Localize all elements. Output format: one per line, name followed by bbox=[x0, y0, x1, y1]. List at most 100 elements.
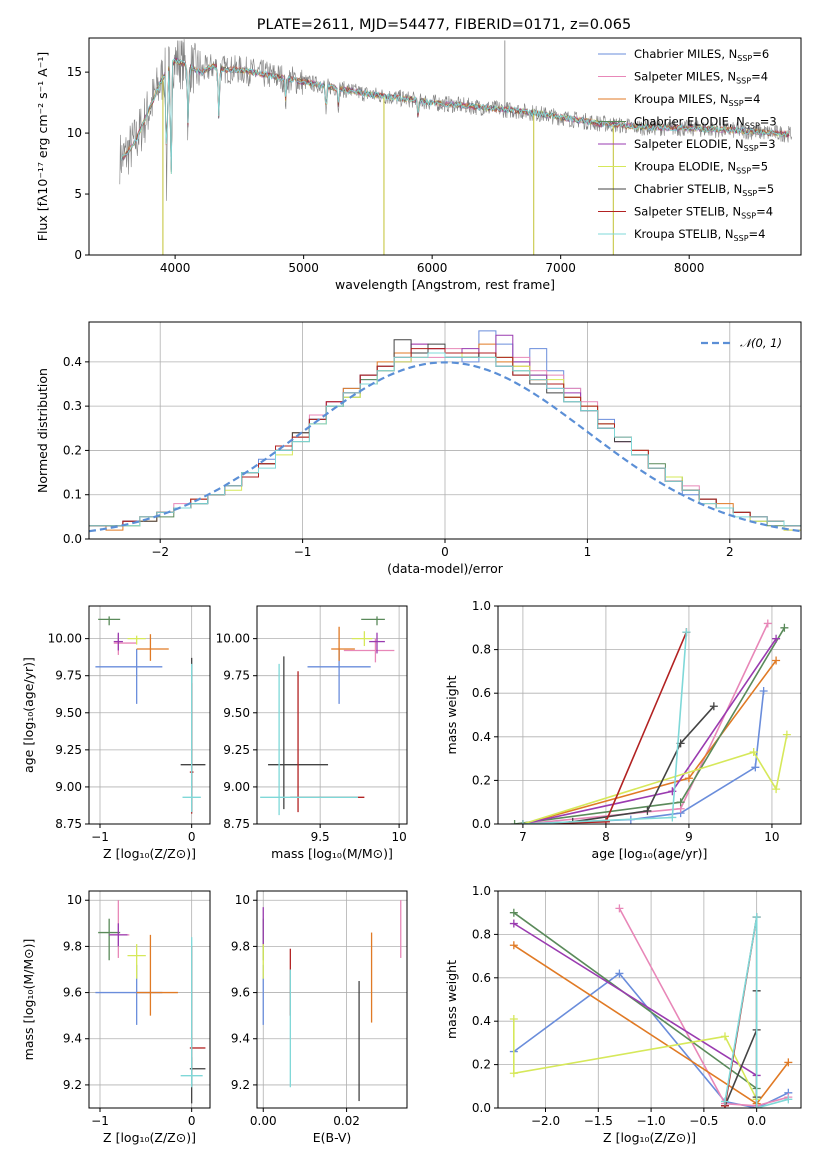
marker-chabrier-miles bbox=[759, 687, 768, 696]
line-kroupa-stelib bbox=[522, 632, 688, 824]
y-tick-label: 1.0 bbox=[472, 599, 491, 613]
y-tick-label: 10 bbox=[67, 126, 82, 140]
x-axis-label: age [log₁₀(age/yr)] bbox=[592, 846, 708, 861]
legend-label: Kroupa ELODIE, NSSP=5 bbox=[634, 160, 768, 176]
residuals-panel: −2 −1 0 1 2 0.0 0.1 0.2 0.3 0.4 (data-model)/error… bbox=[35, 321, 802, 576]
marker-chabrier-stelib bbox=[709, 702, 718, 711]
x-tick-label: 7 bbox=[519, 830, 527, 844]
legend-label: Chabrier STELIB, NSSP=5 bbox=[634, 182, 774, 198]
x-tick-label: −1 bbox=[91, 1114, 109, 1128]
axes-frame bbox=[88, 605, 211, 825]
plot-area bbox=[119, 39, 792, 255]
legend-label-subscript: SSP bbox=[737, 54, 752, 63]
y-tick-label: 9.50 bbox=[55, 706, 82, 720]
legend-label-text: Kroupa STELIB, N bbox=[634, 227, 734, 241]
marker-kroupa-stelib bbox=[682, 628, 691, 637]
y-tick-label: 8.75 bbox=[55, 817, 82, 831]
plot-area bbox=[262, 900, 402, 1102]
y-tick-label: 10.00 bbox=[216, 632, 250, 646]
marker-kroupa-miles bbox=[684, 774, 693, 783]
mass-vs-Z-panel: −1 0 9.2 9.4 9.6 9.8 10 Z [log₁₀(Z/Z⊙)] mass [lo… bbox=[21, 890, 211, 1145]
line-chabrier-elodie bbox=[513, 912, 758, 1108]
legend-label-suffix: =4 bbox=[751, 70, 768, 84]
line-kroupa-elodie bbox=[522, 734, 788, 824]
y-tick-label: 9.2 bbox=[63, 1078, 82, 1092]
y-tick-label: 9.4 bbox=[231, 1032, 250, 1046]
legend-label: Salpeter STELIB, NSSP=4 bbox=[634, 205, 773, 221]
x-tick-label: 6000 bbox=[417, 261, 448, 275]
x-tick-label: 0 bbox=[441, 545, 449, 559]
y-tick-label: 10 bbox=[67, 893, 82, 907]
x-tick-label: 9.5 bbox=[311, 830, 330, 844]
line-chabrier-elodie bbox=[514, 627, 786, 824]
y-tick-label: 8.75 bbox=[223, 817, 250, 831]
y-tick-label: 0.3 bbox=[63, 399, 82, 413]
legend-label-suffix: =3 bbox=[760, 115, 777, 129]
marker-kroupa-elodie bbox=[509, 1069, 518, 1078]
y-tick-label: 0.8 bbox=[472, 643, 491, 657]
y-axis-label: mass weight bbox=[444, 960, 459, 1039]
legend-label-subscript: SSP bbox=[744, 144, 759, 153]
histogram-kroupa-stelib bbox=[89, 352, 801, 539]
plot-area bbox=[95, 900, 206, 1104]
y-tick-label: 0.4 bbox=[472, 730, 491, 744]
legend-label-subscript: SSP bbox=[742, 189, 757, 198]
x-tick-label: 0.0 bbox=[747, 1114, 766, 1128]
x-axis-label: Z [log₁₀(Z/Z⊙)] bbox=[603, 1130, 696, 1145]
legend-label: 𝒩(0, 1) bbox=[740, 336, 782, 350]
legend-label-subscript: SSP bbox=[736, 167, 751, 176]
legend-label-text: Chabrier ELODIE, N bbox=[634, 115, 745, 129]
legend-label-text: Kroupa MILES, N bbox=[634, 92, 729, 106]
line-kroupa-stelib bbox=[724, 916, 789, 1108]
line-salpeter-miles bbox=[618, 908, 789, 1107]
legend-label: Salpeter MILES, NSSP=4 bbox=[634, 70, 768, 86]
legend-label-text: Chabrier STELIB, N bbox=[634, 182, 742, 196]
x-tick-label: −1.0 bbox=[637, 1114, 666, 1128]
plot-area bbox=[260, 616, 395, 816]
axes-frame bbox=[256, 890, 408, 1109]
x-tick-label: 4000 bbox=[160, 261, 191, 275]
y-tick-label: 9.00 bbox=[55, 780, 82, 794]
plot-area bbox=[510, 619, 791, 824]
legend-label: Kroupa STELIB, NSSP=4 bbox=[634, 227, 765, 243]
x-tick-label: −2.0 bbox=[531, 1114, 560, 1128]
y-axis-label: age [log₁₀(age/yr)] bbox=[21, 657, 36, 773]
line-salpeter-stelib bbox=[522, 631, 688, 824]
legend-label-text: Kroupa ELODIE, N bbox=[634, 160, 736, 174]
y-tick-label: 0.8 bbox=[472, 927, 491, 941]
x-axis-label: mass [log₁₀(M/M⊙)] bbox=[271, 846, 393, 861]
legend-label-subscript: SSP bbox=[729, 99, 744, 108]
legend-label-suffix: =4 bbox=[744, 92, 761, 106]
y-tick-label: 0.1 bbox=[63, 488, 82, 502]
y-tick-label: 9.4 bbox=[63, 1032, 82, 1046]
y-tick-label: 9.8 bbox=[231, 939, 250, 953]
axes-frame bbox=[88, 37, 802, 256]
legend-label-text: Salpeter ELODIE, N bbox=[634, 137, 744, 151]
x-tick-label: −0.5 bbox=[689, 1114, 718, 1128]
axes-frame bbox=[497, 890, 802, 1109]
y-tick-label: 10 bbox=[235, 893, 250, 907]
marker-kroupa-elodie bbox=[772, 785, 781, 794]
y-tick-label: 9.50 bbox=[223, 706, 250, 720]
x-tick-label: 8 bbox=[602, 830, 610, 844]
marker-kroupa-elodie bbox=[509, 1015, 518, 1024]
legend-label-text: Salpeter MILES, N bbox=[634, 70, 736, 84]
x-axis-label: Z [log₁₀(Z/Z⊙)] bbox=[103, 1130, 196, 1145]
x-tick-label: 0.00 bbox=[250, 1114, 277, 1128]
y-tick-label: 0.6 bbox=[472, 971, 491, 985]
y-tick-label: 9.6 bbox=[231, 986, 250, 1000]
marker-kroupa-miles bbox=[772, 656, 781, 665]
x-tick-label: −1 bbox=[294, 545, 312, 559]
marker-kroupa-elodie bbox=[720, 1032, 729, 1041]
x-tick-label: 10 bbox=[391, 830, 406, 844]
y-axis-label: Normed distribution bbox=[35, 368, 50, 493]
x-axis-label: E(B-V) bbox=[313, 1130, 352, 1145]
legend-label-text: Salpeter STELIB, N bbox=[634, 205, 741, 219]
line-salpeter-elodie bbox=[522, 638, 777, 824]
y-tick-label: 0.6 bbox=[472, 686, 491, 700]
marker-salpeter-miles bbox=[763, 619, 772, 628]
x-axis-label: (data-model)/error bbox=[387, 561, 504, 576]
figure-title: PLATE=2611, MJD=54477, FIBERID=0171, z=0… bbox=[257, 17, 631, 33]
plot-area bbox=[95, 616, 206, 814]
mass-vs-EBV-panel: 0.00 0.02 9.2 9.4 9.6 9.8 10 E(B-V) bbox=[231, 890, 408, 1145]
